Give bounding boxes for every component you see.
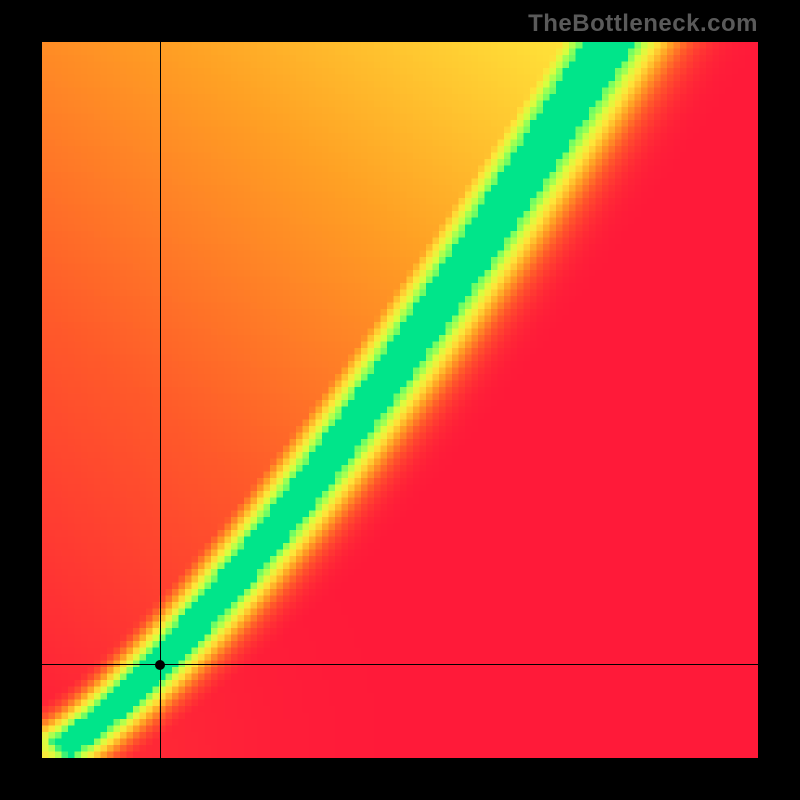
chart-container: TheBottleneck.com <box>0 0 800 800</box>
watermark-label: TheBottleneck.com <box>528 10 758 38</box>
crosshair-horizontal-line <box>42 664 758 665</box>
crosshair-vertical-line <box>160 42 161 758</box>
bottleneck-heatmap <box>42 42 758 758</box>
crosshair-point-marker <box>155 660 165 670</box>
